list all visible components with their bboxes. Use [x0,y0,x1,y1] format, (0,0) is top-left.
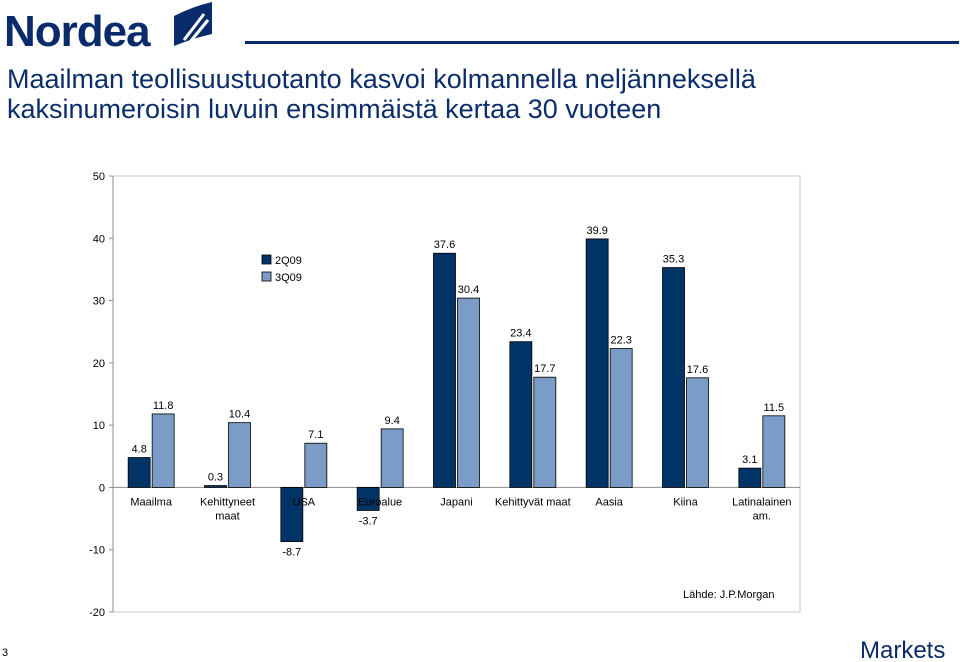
chart-legend: 2Q09 3Q09 [261,254,302,284]
bar-3q09-0 [151,413,175,488]
y-tick-label: 40 [93,233,105,245]
bar-3q09-4 [457,297,480,488]
source-note: Lähde: J.P.Morgan [683,589,775,601]
bar-2q09-2 [280,487,304,543]
y-tick-label: 50 [93,171,105,183]
bar-2q09-8 [738,467,762,488]
bar-3q09-6 [609,348,633,488]
category-label: Kehittyneet [200,496,255,508]
bar-3q09-8 [762,415,786,488]
data-label-3q09-1: 10.4 [229,409,250,421]
bar-3q09-1 [228,422,251,488]
data-label-3q09-5: 17.7 [534,363,555,375]
chart-axes: -20 -10 0 10 20 30 40 50 [89,171,801,619]
chart-bars [127,238,786,543]
category-label: USA [293,496,316,508]
bar-2q09-1 [204,485,227,488]
bar-3q09-2 [304,442,328,488]
markets-logo-text: Markets [860,637,945,662]
legend-label-3q09: 3Q09 [275,272,302,284]
category-label: Latinalainen [732,496,791,508]
chart-category-labels: Maailma Kehittyneet maat USA Euroalue Japani K… [130,496,791,522]
data-label-2q09-7: 35.3 [663,254,684,266]
y-tick-label: -20 [89,607,105,619]
bar-2q09-3 [356,487,380,511]
bar-chart: -20 -10 0 10 20 30 40 50 4.8 0.3 -8.7 -3.7 37.6 23.4… [89,171,801,619]
bar-3q09-7 [686,377,709,488]
y-tick-label: 10 [93,420,105,432]
y-tick-label: 30 [93,296,105,308]
category-label: Japani [440,496,472,508]
data-label-3q09-2: 7.1 [308,429,323,441]
page-number: 3 [2,647,9,659]
bar-2q09-4 [433,252,456,488]
y-tick-label: -10 [89,545,105,557]
data-label-2q09-2: -8.7 [282,547,301,559]
data-label-3q09-6: 22.3 [610,335,631,347]
markets-logo: Markets [860,637,945,662]
category-label: Kiina [673,496,698,508]
legend-swatch-2q09 [261,254,272,265]
category-label: Euroalue [358,496,402,508]
bar-2q09-0 [127,457,151,488]
data-label-3q09-8: 11.5 [764,402,785,414]
header-rule [245,41,959,44]
category-label: Aasia [595,496,623,508]
bar-3q09-3 [380,428,404,488]
nordea-sail-icon [174,2,212,46]
category-label: maat [215,510,239,522]
slide-title-line-1: Maailman teollisuustuotanto kasvoi kolma… [7,64,756,94]
y-tick-label: 0 [99,482,105,494]
y-tick-label: 20 [93,358,105,370]
category-label: Maailma [130,496,172,508]
data-label-2q09-5: 23.4 [510,328,531,340]
bar-2q09-5 [509,341,533,488]
legend-label-2q09: 2Q09 [275,255,302,267]
bar-2q09-7 [662,267,685,488]
data-label-3q09-3: 9.4 [385,415,400,427]
legend-swatch-3q09 [261,271,272,282]
data-label-2q09-0: 4.8 [132,444,147,456]
data-label-2q09-6: 39.9 [586,225,607,237]
data-label-2q09-1: 0.3 [208,472,223,484]
data-label-2q09-4: 37.6 [434,239,455,251]
slide-title: Maailman teollisuustuotanto kasvoi kolma… [7,64,947,124]
slide-title-line-2: kaksinumeroisin luvuin ensimmäistä kerta… [7,94,662,124]
category-label: Kehittyvät maat [495,496,571,508]
nordea-logo-text: Nordea [4,7,151,50]
data-label-3q09-7: 17.6 [687,364,708,376]
data-label-2q09-8: 3.1 [742,454,757,466]
nordea-logo: Nordea [4,2,212,50]
bar-2q09-6 [585,238,609,488]
bar-3q09-5 [533,376,557,488]
data-label-3q09-0: 11.8 [153,400,174,412]
category-label: am. [753,510,771,522]
data-label-2q09-3: -3.7 [359,515,378,527]
chart-data-labels: 4.8 0.3 -8.7 -3.7 37.6 23.4 39.9 35.3 3.1 11.8 10.… [132,225,785,559]
data-label-3q09-4: 30.4 [458,284,479,296]
